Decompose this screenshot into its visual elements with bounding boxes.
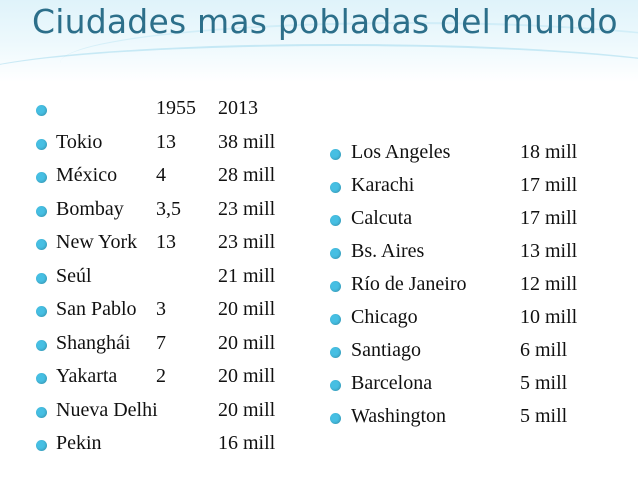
population-2013: 23 mill [218, 231, 276, 253]
population-2013: 6 mill [520, 339, 568, 361]
city-name: Calcuta [351, 207, 413, 229]
bullet-icon [330, 182, 341, 193]
bullet-icon [36, 440, 47, 451]
population-1955: 13 [156, 130, 176, 153]
bullet-icon [36, 339, 47, 351]
header-1955: 1955 [156, 97, 196, 119]
population-2013: 28 mill [218, 164, 276, 186]
population-2013: 13 mill [520, 240, 578, 262]
city-name: Shanghái [56, 331, 131, 354]
bullet-icon [36, 172, 47, 183]
population-1955: 3,5 [156, 197, 181, 220]
population-2013: 20 mill [218, 398, 276, 421]
city-name: Nueva Delhi [56, 398, 158, 421]
city-name: Karachi [351, 174, 415, 196]
bullet-icon [36, 272, 47, 284]
population-2013: 5 mill [520, 372, 568, 394]
city-name: México [56, 164, 118, 186]
population-2013: 10 mill [520, 306, 578, 328]
population-1955: 7 [156, 331, 166, 354]
header-band [0, 0, 638, 82]
bullet-icon [36, 373, 47, 384]
header-wave [60, 22, 638, 82]
bullet-icon [330, 281, 341, 292]
population-1955: 3 [156, 298, 166, 320]
population-2013: 23 mill [218, 197, 276, 220]
population-1955: 4 [156, 164, 166, 186]
city-name: Washington [351, 405, 447, 427]
city-name: Río de Janeiro [351, 273, 467, 295]
population-1955: 13 [156, 231, 176, 253]
bullet-icon [36, 105, 47, 116]
population-2013: 38 mill [218, 130, 276, 153]
population-2013: 16 mill [218, 432, 276, 454]
bullet-icon [330, 347, 341, 358]
population-2013: 12 mill [520, 273, 578, 295]
city-name: Santiago [351, 339, 421, 361]
population-2013: 18 mill [520, 141, 578, 163]
slide-title: Ciudades mas pobladas del mundo [32, 2, 618, 41]
population-2013: 17 mill [520, 207, 578, 229]
city-name: Barcelona [351, 372, 433, 394]
population-2013: 20 mill [218, 365, 276, 387]
city-name: Tokio [56, 130, 103, 153]
bullet-icon [330, 248, 341, 259]
city-name: Bombay [56, 197, 124, 220]
header-2013: 2013 [218, 97, 258, 119]
bullet-icon [330, 413, 341, 424]
bullet-icon [36, 239, 47, 250]
bullet-icon [36, 406, 47, 418]
population-1955: 2 [156, 365, 166, 387]
city-name: Pekin [56, 432, 102, 454]
population-2013: 5 mill [520, 405, 568, 427]
city-name: Yakarta [56, 365, 118, 387]
bullet-icon [36, 306, 47, 317]
bullet-icon [330, 314, 341, 325]
city-name: Los Angeles [351, 141, 451, 163]
city-name: Bs. Aires [351, 240, 425, 262]
population-2013: 17 mill [520, 174, 578, 196]
population-2013: 21 mill [218, 264, 276, 287]
city-name: Chicago [351, 306, 418, 328]
population-2013: 20 mill [218, 331, 276, 354]
bullet-icon [330, 380, 341, 391]
city-name: New York [56, 231, 138, 253]
bullet-icon [330, 149, 341, 160]
bullet-icon [36, 205, 47, 217]
bullet-icon [36, 138, 47, 150]
population-2013: 20 mill [218, 298, 276, 320]
bullet-icon [330, 215, 341, 226]
city-name: San Pablo [56, 298, 137, 320]
city-name: Seúl [56, 264, 92, 287]
